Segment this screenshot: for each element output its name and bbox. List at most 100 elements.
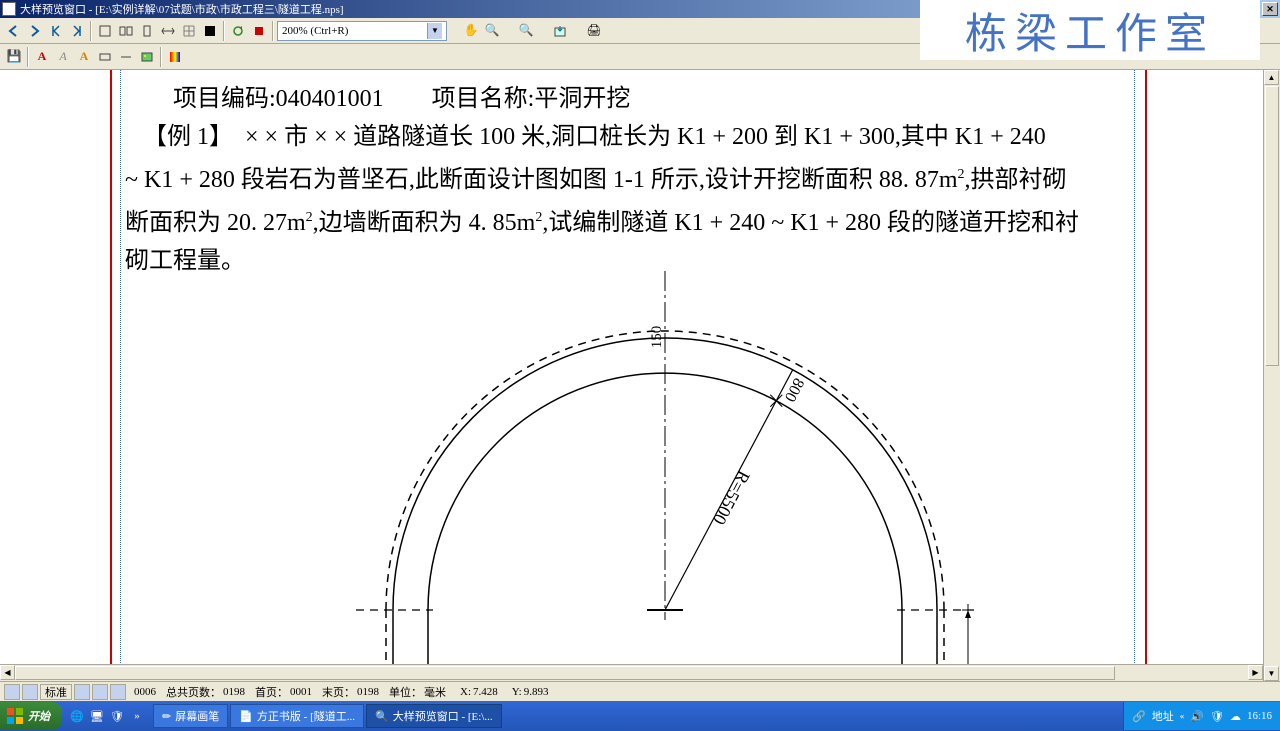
grid-button[interactable]	[179, 21, 199, 41]
vscroll-thumb[interactable]	[1265, 86, 1279, 366]
black-rect-button[interactable]	[200, 21, 220, 41]
status-total-pages: 0198	[223, 686, 245, 698]
font-a3-button[interactable]: A	[74, 47, 94, 67]
status-last-page: 0198	[357, 686, 379, 698]
status-y-label: Y:	[512, 686, 522, 698]
save-button[interactable]: 💾	[4, 47, 24, 67]
forward-button[interactable]	[25, 21, 45, 41]
toolbar-separator	[90, 21, 92, 41]
export-button[interactable]	[550, 21, 570, 41]
last-page-button[interactable]	[67, 21, 87, 41]
task1-label: 屏幕画笔	[175, 708, 219, 724]
document-page: 项目编码:040401001 项目名称:平洞开挖 【例 1】 × × 市 × ×…	[65, 70, 1195, 665]
close-button[interactable]: ✕	[1262, 2, 1278, 16]
tray-address-label: 地址	[1152, 708, 1174, 724]
document-viewport: 项目编码:040401001 项目名称:平洞开挖 【例 1】 × × 市 × ×…	[0, 70, 1280, 681]
taskbar-item-screenpen[interactable]: ✏ 屏幕画笔	[153, 704, 228, 728]
fit-width-button[interactable]	[158, 21, 178, 41]
status-icon-4	[92, 684, 108, 700]
right-guide-line	[1134, 70, 1135, 665]
print-button[interactable]: 🖨	[584, 21, 604, 41]
tunnel-cross-section-diagram: R=5500 800 150	[355, 270, 975, 670]
start-label: 开始	[28, 708, 50, 724]
status-icon-3	[74, 684, 90, 700]
back-button[interactable]	[4, 21, 24, 41]
status-x: 7.428	[473, 686, 498, 698]
scroll-up-button[interactable]: ▲	[1264, 70, 1279, 85]
tray-icon-1[interactable]: 🔗	[1132, 710, 1146, 723]
scroll-right-button[interactable]: ▶	[1248, 665, 1263, 680]
taskbar-item-preview[interactable]: 🔍 大样预览窗口 - [E:\...	[366, 704, 502, 728]
pen-icon: ✏	[162, 710, 171, 723]
windows-taskbar: 开始 🌐 🖥 🛡 » ✏ 屏幕画笔 📄 方正书版 - [隧道工... 🔍 大样预…	[0, 701, 1280, 731]
status-unit-label: 单位：	[389, 684, 422, 700]
vertical-scrollbar[interactable]: ▲ ▼	[1263, 70, 1280, 681]
project-header-line: 项目编码:040401001 项目名称:平洞开挖	[125, 80, 1130, 118]
svg-text:150: 150	[649, 326, 665, 349]
status-unit: 毫米	[424, 684, 446, 700]
font-a2-button[interactable]: A	[53, 47, 73, 67]
rect-outline-button[interactable]	[95, 47, 115, 67]
toolbar-separator	[160, 47, 162, 67]
status-y: 9.893	[524, 686, 549, 698]
combo-dropdown-icon[interactable]: ▼	[427, 23, 442, 39]
hscroll-thumb[interactable]	[15, 666, 1115, 680]
windows-logo-icon	[6, 707, 24, 725]
doc-icon: 📄	[239, 710, 253, 723]
task3-label: 大样预览窗口 - [E:\...	[393, 708, 493, 724]
status-total-label: 总共页数：	[166, 684, 221, 700]
hand-tool-button[interactable]: ✋	[461, 21, 481, 41]
status-first-page: 0001	[290, 686, 312, 698]
desktop-icon[interactable]: 🖥	[88, 707, 106, 725]
horizontal-scrollbar[interactable]: ◀ ▶	[0, 664, 1263, 681]
color-button[interactable]	[165, 47, 185, 67]
ie-icon[interactable]: 🌐	[68, 707, 86, 725]
zoom-tool-button[interactable]: 🔍	[482, 21, 502, 41]
tray-time: 16:16	[1247, 710, 1272, 722]
page-layout-button[interactable]	[95, 21, 115, 41]
stop-button[interactable]	[249, 21, 269, 41]
zoom-out-button[interactable]: 🔍	[516, 21, 536, 41]
toolbar-separator	[223, 21, 225, 41]
taskbar-item-founder[interactable]: 📄 方正书版 - [隧道工...	[230, 704, 364, 728]
tray-icon-3[interactable]: 🛡	[1210, 710, 1224, 723]
paragraph-line-2: ~ K1 + 280 段岩石为普坚石,此断面设计图如图 1-1 所示,设计开挖断…	[125, 156, 1130, 199]
two-page-button[interactable]	[116, 21, 136, 41]
toolbar-separator	[272, 21, 274, 41]
single-page-button[interactable]	[137, 21, 157, 41]
status-icon-2	[22, 684, 38, 700]
status-standard: 标准	[40, 684, 72, 700]
shield-icon[interactable]: 🛡	[108, 707, 126, 725]
refresh-button[interactable]	[228, 21, 248, 41]
font-a-button[interactable]: A	[32, 47, 52, 67]
paragraph-line-3: 断面积为 20. 27m2,边墙断面积为 4. 85m2,试编制隧道 K1 + …	[125, 199, 1130, 242]
tray-icon-4[interactable]: ☁	[1230, 710, 1241, 723]
watermark-logo: 栋梁工作室	[920, 0, 1260, 60]
svg-text:R=5500: R=5500	[709, 467, 754, 528]
expand-icon[interactable]: »	[128, 707, 146, 725]
watermark-text: 栋梁工作室	[965, 0, 1215, 61]
line-button[interactable]	[116, 47, 136, 67]
scroll-left-button[interactable]: ◀	[0, 665, 15, 680]
zoom-combo[interactable]: 200% (Ctrl+R) ▼	[277, 21, 447, 41]
document-text: 项目编码:040401001 项目名称:平洞开挖 【例 1】 × × 市 × ×…	[125, 80, 1130, 280]
system-tray: 🔗 地址 « 🔊 🛡 ☁ 16:16	[1123, 702, 1280, 730]
status-page-num: 0006	[134, 686, 156, 698]
status-last-label: 末页：	[322, 684, 355, 700]
toolbar-separator	[27, 47, 29, 67]
app-icon	[2, 2, 16, 16]
paragraph-line-1: 【例 1】 × × 市 × × 道路隧道长 100 米,洞口桩长为 K1 + 2…	[125, 118, 1130, 156]
status-icon-1	[4, 684, 20, 700]
status-x-label: X:	[460, 686, 471, 698]
start-button[interactable]: 开始	[0, 702, 62, 730]
status-first-label: 首页：	[255, 684, 288, 700]
preview-icon: 🔍	[375, 710, 389, 723]
image-button[interactable]	[137, 47, 157, 67]
task2-label: 方正书版 - [隧道工...	[257, 708, 355, 724]
status-icon-5	[110, 684, 126, 700]
svg-text:800: 800	[781, 375, 807, 404]
status-bar: 标准 0006 总共页数：0198 首页：0001 末页：0198 单位：毫米 …	[0, 681, 1280, 701]
tray-icon-2[interactable]: 🔊	[1190, 710, 1204, 723]
first-page-button[interactable]	[46, 21, 66, 41]
scroll-down-button[interactable]: ▼	[1264, 666, 1279, 681]
